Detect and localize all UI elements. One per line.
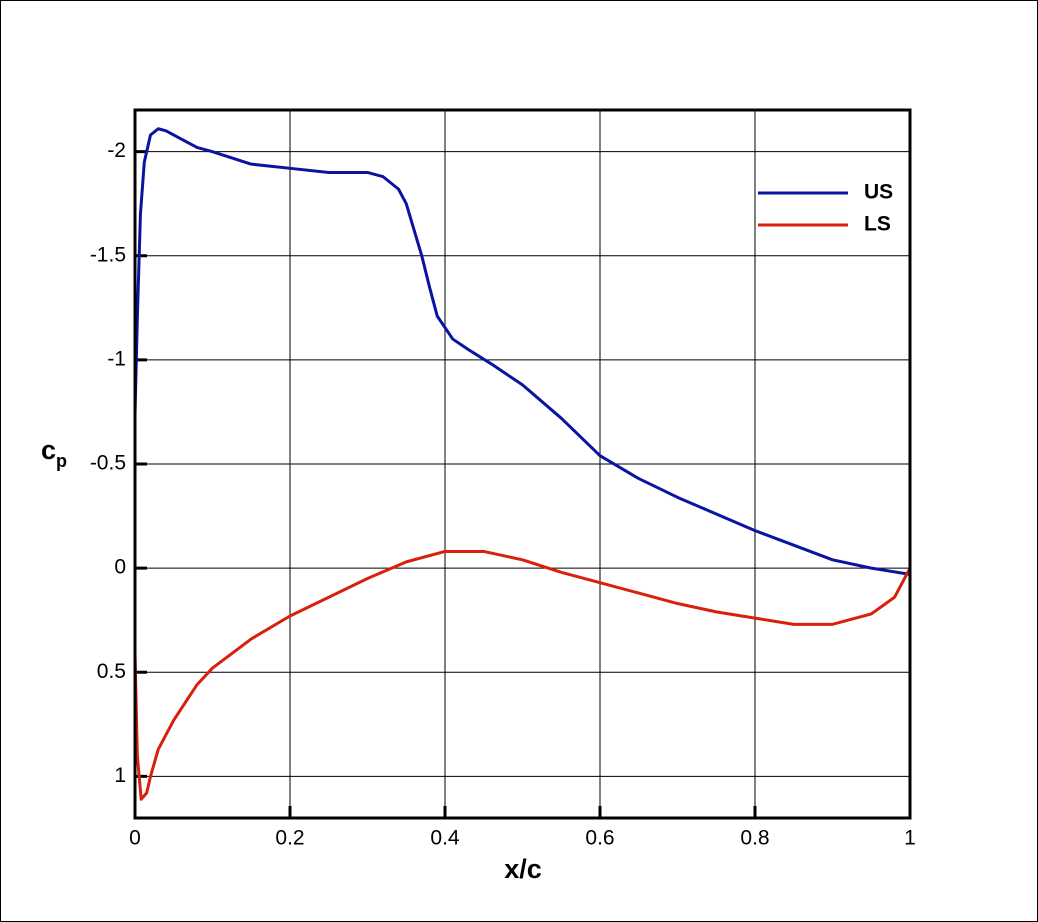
- x-tick-label: 0.2: [275, 827, 304, 850]
- data-line: [133, 127, 911, 576]
- data-line: [133, 549, 912, 801]
- y-tick-label: -2: [107, 139, 126, 162]
- x-axis-label: x/c: [504, 854, 542, 884]
- y-axis-label-subscript: p: [56, 451, 67, 471]
- legend-label: LS: [864, 213, 891, 236]
- x-tick-label: 0.6: [585, 827, 614, 850]
- y-tick-label: -1: [107, 347, 126, 370]
- plot-frame: [133, 108, 912, 820]
- x-tick-label: 0.4: [430, 827, 460, 850]
- y-tick-label: 0: [114, 556, 126, 579]
- x-tick-label: 0.8: [740, 827, 769, 850]
- y-tick-label: 0.5: [97, 660, 126, 683]
- y-axis-label: cp: [41, 435, 67, 471]
- legend-label: US: [864, 181, 893, 204]
- y-tick-label: 1: [114, 764, 126, 787]
- y-tick-label: -0.5: [90, 452, 126, 475]
- y-axis-label-base: c: [41, 435, 56, 465]
- y-tick-label: -1.5: [90, 243, 126, 266]
- x-tick-label: 1: [904, 827, 916, 850]
- x-tick-label: 0: [129, 827, 141, 850]
